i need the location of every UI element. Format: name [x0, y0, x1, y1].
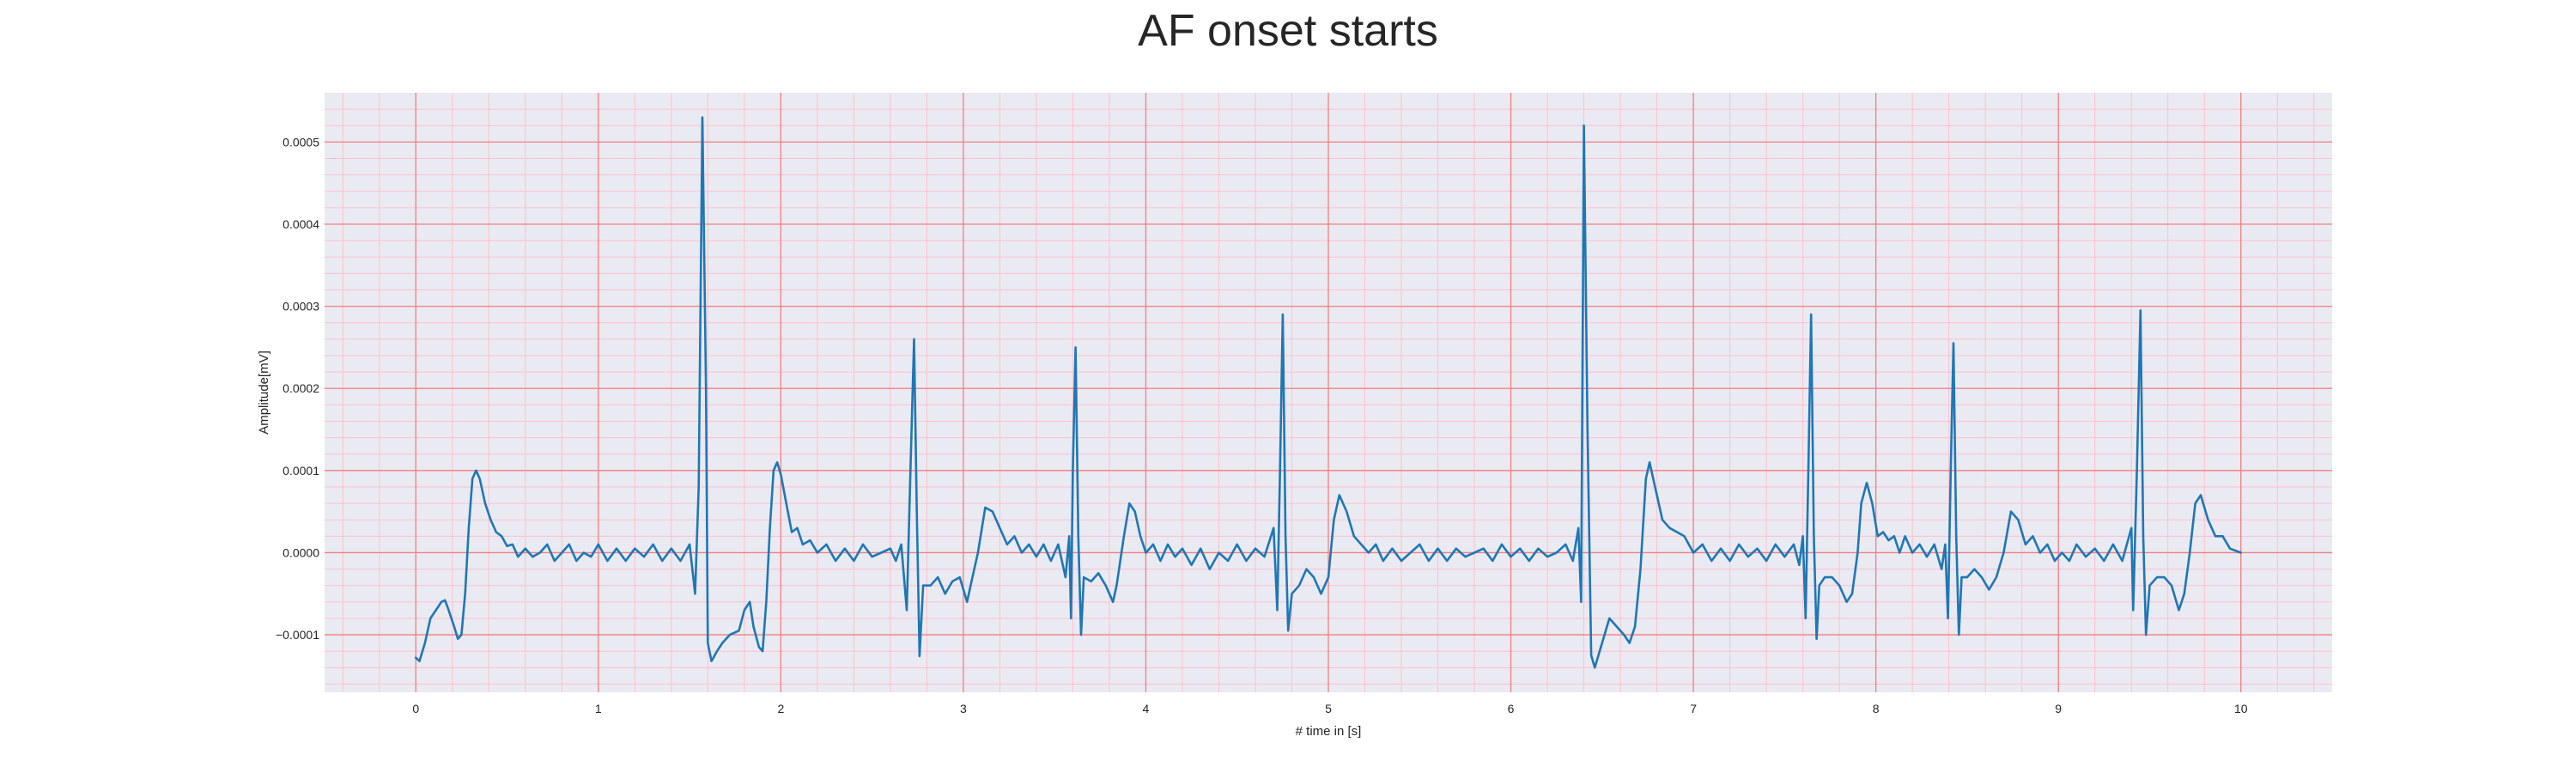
- x-tick-label: 7: [1690, 702, 1697, 715]
- series-line: [415, 116, 2242, 669]
- x-tick-label: 4: [1143, 702, 1150, 715]
- y-tick-label: 0.0005: [283, 135, 319, 149]
- x-axis-label: # time in [s]: [1296, 724, 1362, 739]
- x-tick-label: 2: [777, 702, 784, 715]
- x-tick-label: 3: [960, 702, 967, 715]
- y-tick-label: 0.0002: [283, 381, 319, 395]
- series-layer: [415, 116, 2242, 669]
- x-tick-label: 0: [412, 702, 419, 715]
- major-grid: [325, 93, 2332, 692]
- y-tick-label: 0.0001: [283, 464, 319, 478]
- y-tick-label: 0.0000: [283, 545, 319, 559]
- x-tick-label: 8: [1873, 702, 1880, 715]
- y-tick-label: 0.0003: [283, 300, 319, 313]
- x-tick-label: 6: [1508, 702, 1515, 715]
- y-axis-label: Amplitude[mV]: [257, 350, 271, 435]
- x-axis-ticks: 0 1 2 3 4 5 6 7 8 9 10: [412, 702, 2247, 715]
- y-tick-label: −0.0001: [276, 628, 319, 642]
- x-tick-label: 5: [1325, 702, 1332, 715]
- y-axis-ticks: −0.0001 0.0000 0.0001 0.0002 0.0003 0.0004 0.0…: [276, 135, 319, 642]
- chart-title: AF onset starts: [1138, 6, 1438, 56]
- x-tick-label: 1: [595, 702, 602, 715]
- y-tick-label: 0.0004: [283, 217, 319, 231]
- x-tick-label: 9: [2055, 702, 2062, 715]
- x-tick-label: 10: [2234, 702, 2248, 715]
